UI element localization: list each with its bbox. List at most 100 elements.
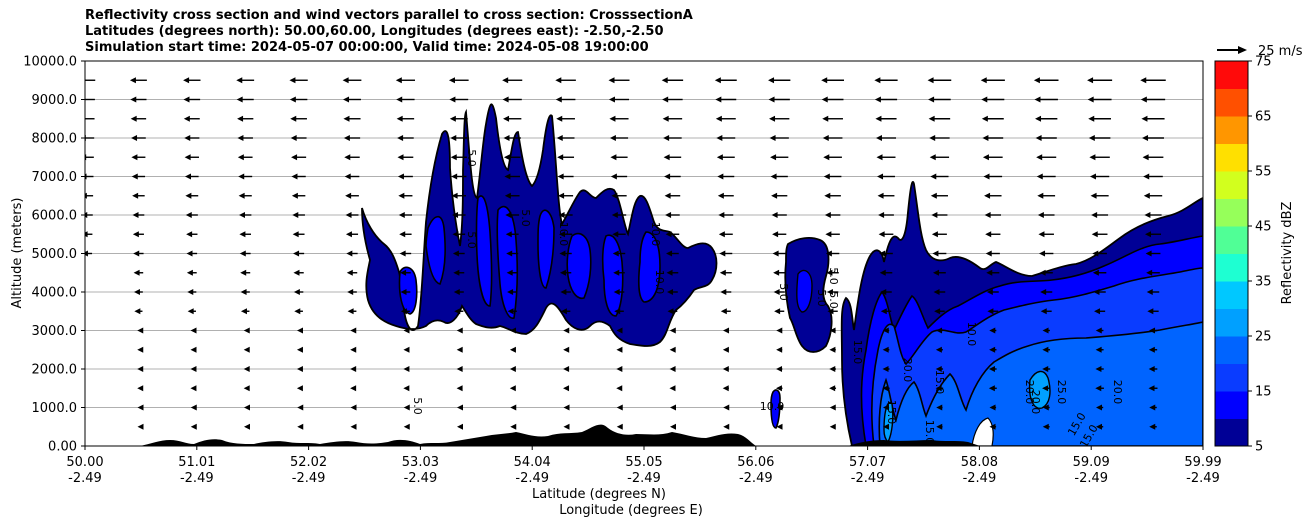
- wind-vector-icon: [665, 212, 680, 218]
- wind-vector-icon: [723, 404, 730, 411]
- wind-vector-icon: [133, 289, 143, 295]
- x-tick-label-lon: -2.49: [292, 471, 326, 486]
- wind-vector-icon: [935, 366, 944, 372]
- wind-vector-icon: [772, 231, 787, 238]
- wind-vector-icon: [986, 289, 999, 295]
- wind-vector-icon: [829, 404, 836, 411]
- wind-vector-icon: [297, 404, 304, 411]
- wind-vector-icon: [661, 77, 684, 84]
- wind-vector-icon: [826, 269, 839, 276]
- wind-vector-icon: [880, 308, 892, 315]
- wind-vector-icon: [982, 135, 1004, 141]
- wind-vector-icon: [1042, 327, 1050, 334]
- contour-label: 15.0: [933, 370, 946, 395]
- x-tick-label-lon: -2.49: [180, 471, 214, 486]
- wind-vector-icon: [137, 423, 144, 430]
- wind-vector-icon: [350, 327, 357, 334]
- colorbar-segment: [1215, 418, 1248, 447]
- wind-vector-icon: [723, 327, 730, 334]
- wind-vector-icon: [829, 327, 836, 334]
- wind-vector-icon: [1148, 346, 1158, 353]
- wind-vector-icon: [823, 173, 842, 180]
- wind-vector-icon: [183, 96, 201, 103]
- wind-vector-icon: [1148, 385, 1158, 392]
- wind-vector-icon: [824, 212, 841, 218]
- wind-vector-icon: [822, 115, 843, 122]
- wind-vector-icon: [988, 385, 997, 392]
- colorbar-segment: [1215, 143, 1248, 172]
- wind-vector-icon: [345, 212, 359, 218]
- wind-vector-icon: [456, 385, 463, 392]
- wind-vector-icon: [190, 346, 197, 353]
- wind-vector-icon: [509, 385, 516, 392]
- y-axis: 0.00 1000.0 2000.0 3000.0 4000.0 5000.0 6000.0…: [23, 55, 85, 455]
- wind-vector-icon: [185, 192, 199, 199]
- wind-vector-icon: [723, 423, 730, 430]
- x-tick-label-lon: -2.49: [739, 471, 773, 486]
- wind-vector-icon: [507, 289, 518, 295]
- wind-vector-icon: [240, 289, 250, 295]
- echo-cell-56n-low: [770, 389, 781, 429]
- wind-vector-icon: [883, 404, 889, 411]
- contour-label: 5.0: [827, 267, 840, 285]
- chart-title-line-2: Latitudes (degrees north): 50.00,60.00, …: [85, 24, 664, 39]
- x-tick-label-lat: 53.03: [402, 455, 439, 470]
- echo-white-gap: [971, 417, 994, 446]
- x-tick-label-lat: 50.00: [66, 455, 103, 470]
- wind-vector-icon: [609, 115, 629, 122]
- x-tick-label-lon: -2.49: [1186, 471, 1220, 486]
- terrain: [85, 424, 980, 446]
- wind-vector-icon: [933, 289, 946, 295]
- wind-vector-icon: [346, 269, 358, 276]
- colorbar-segment: [1215, 363, 1248, 392]
- colorbar-segment: [1215, 171, 1248, 199]
- wind-vector-icon: [662, 115, 683, 122]
- wind-vector-icon: [344, 154, 360, 161]
- wind-vector-icon: [1143, 173, 1163, 180]
- wind-vector-icon: [716, 135, 736, 141]
- wind-vector-icon: [983, 173, 1003, 180]
- wind-vector-icon: [243, 327, 250, 334]
- wind-vector-icon: [878, 231, 894, 238]
- wind-vector-icon: [130, 115, 147, 122]
- wind-vector-icon: [85, 250, 93, 257]
- wind-vector-icon: [296, 385, 303, 392]
- wind-vector-icon: [236, 96, 254, 103]
- wind-vector-icon: [1141, 115, 1165, 122]
- wind-vector-icon: [670, 404, 676, 411]
- wind-vector-icon: [878, 212, 894, 218]
- wind-vector-icon: [829, 423, 836, 430]
- terrain-profile: [85, 424, 756, 446]
- wind-vector-icon: [190, 385, 197, 392]
- wind-vector-icon: [718, 231, 733, 238]
- wind-vector-icon: [934, 308, 945, 315]
- wind-vector-icon: [616, 404, 623, 411]
- wind-vector-icon: [237, 115, 254, 122]
- wind-vector-icon: [400, 269, 411, 276]
- colorbar-tick-label: 65: [1255, 110, 1272, 125]
- wind-vector-icon: [1088, 135, 1111, 141]
- wind-vector-icon: [243, 385, 250, 392]
- wind-vector-icon: [397, 135, 414, 141]
- contour-label: 20.0: [1029, 390, 1042, 415]
- contour-label: 5.0: [465, 231, 478, 249]
- colorbar: 5 15 25 35 45 55 65 75: [1214, 55, 1272, 455]
- wind-vector-icon: [457, 404, 463, 411]
- wind-vector-icon: [291, 192, 306, 199]
- wind-vector-icon: [449, 115, 468, 122]
- wind-vector-icon: [559, 231, 573, 238]
- y-tick-label: 10000.0: [23, 55, 77, 70]
- wind-vector-icon: [510, 404, 517, 411]
- wind-vector-icon: [1037, 212, 1055, 218]
- wind-vector-icon: [504, 192, 520, 199]
- wind-vector-icon: [505, 212, 520, 218]
- wind-vector-icon: [238, 173, 253, 180]
- wind-vector-icon: [827, 308, 838, 315]
- wind-vector-icon: [616, 423, 623, 430]
- wind-vector-icon: [985, 231, 1001, 238]
- y-tick-label: 0.00: [48, 440, 77, 455]
- colorbar-tick-label: 45: [1255, 220, 1272, 235]
- wind-vector-icon: [502, 96, 522, 103]
- wind-vector-icon: [1042, 404, 1050, 411]
- wind-vector-icon: [717, 192, 734, 199]
